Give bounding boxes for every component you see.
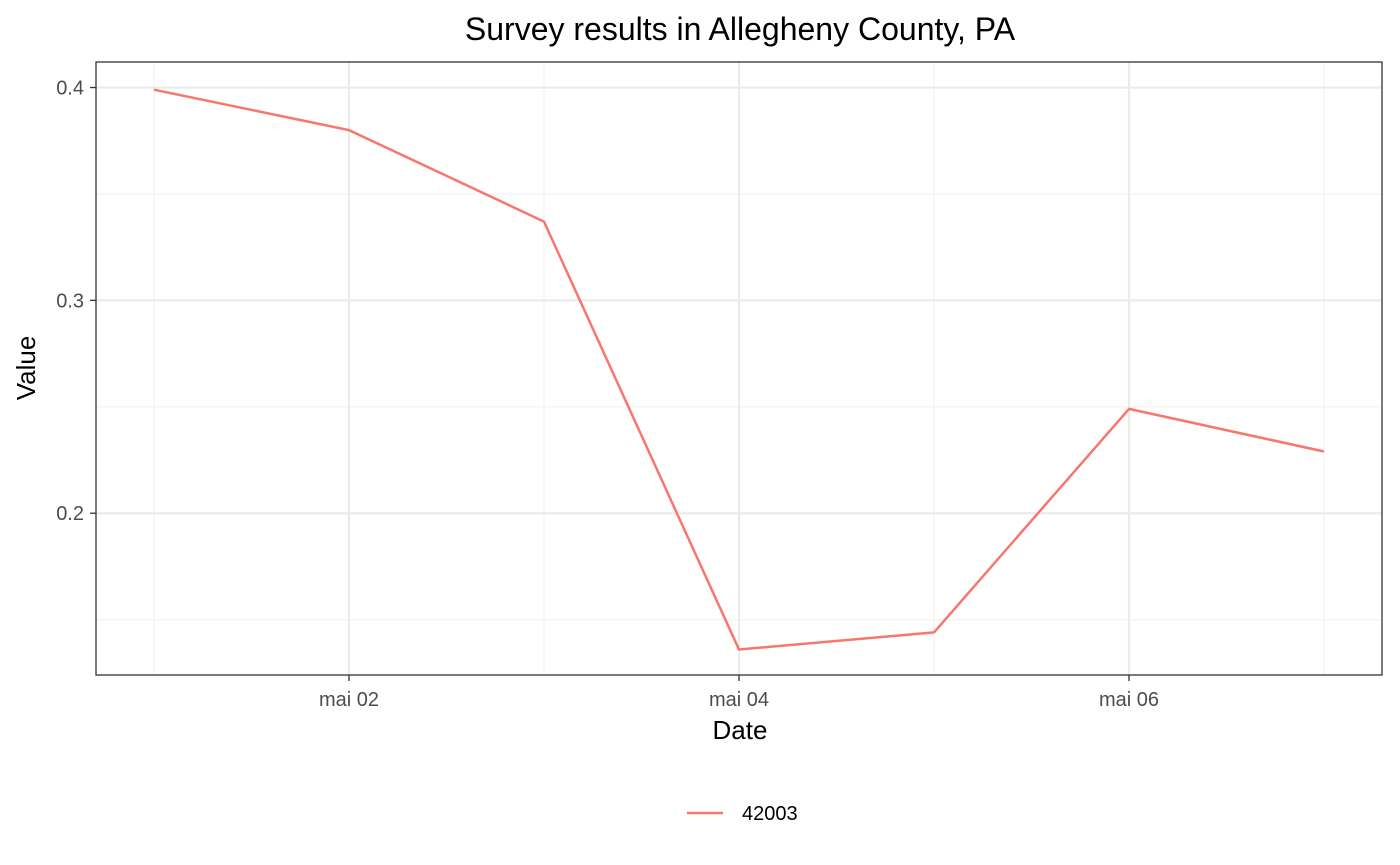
x-tick-label: mai 04: [709, 689, 769, 711]
series-line-42003: [153, 88, 1325, 651]
series-layer: [153, 88, 1325, 651]
x-tick-label: mai 02: [319, 689, 379, 711]
y-axis: 0.2 0.3 0.4: [56, 78, 96, 525]
y-tick-label: 0.3: [56, 290, 84, 312]
chart-title: Survey results in Allegheny County, PA: [465, 11, 1016, 47]
y-tick-label: 0.2: [56, 503, 84, 525]
legend: 42003: [687, 803, 798, 825]
legend-label: 42003: [742, 803, 798, 825]
y-tick-label: 0.4: [56, 78, 84, 100]
x-tick-label: mai 06: [1099, 689, 1159, 711]
major-gridlines: [96, 62, 1382, 675]
y-axis-title: Value: [11, 336, 41, 401]
x-axis: mai 02 mai 04 mai 06: [319, 675, 1159, 711]
x-axis-title: Date: [713, 715, 768, 745]
